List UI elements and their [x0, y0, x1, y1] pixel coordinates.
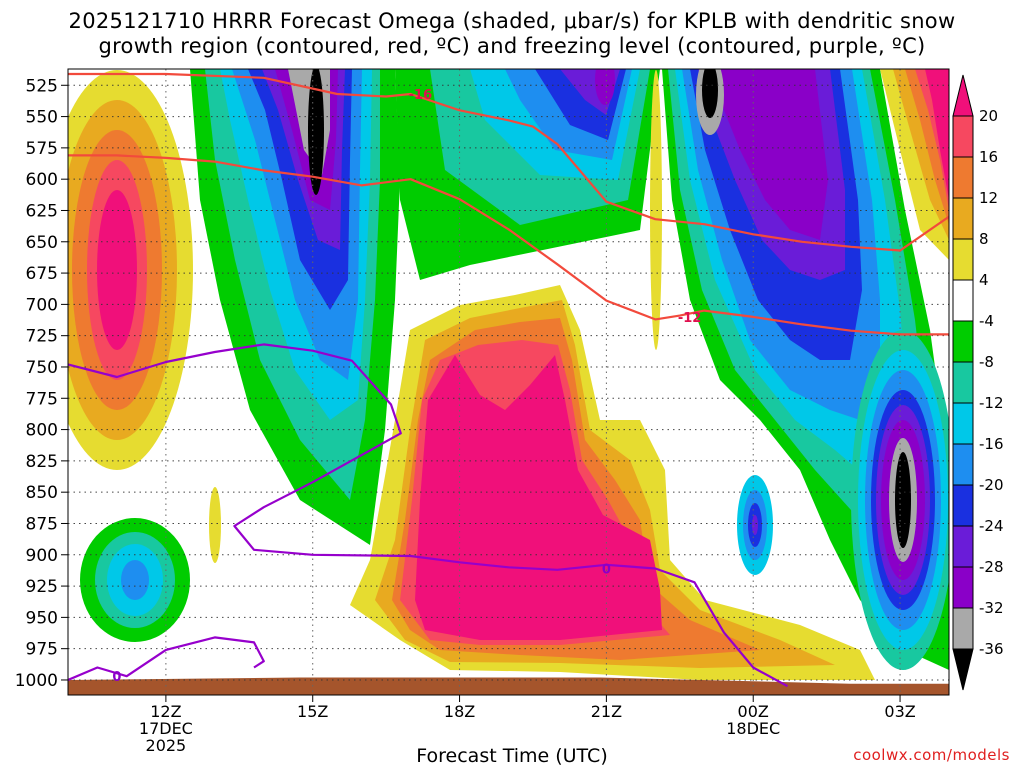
x-tick-label-18-0: 18Z: [444, 702, 475, 721]
y-tick-label-550: 550: [26, 108, 58, 128]
contour-label-1: -12: [678, 311, 702, 326]
colorbar-swatch-2: [952, 566, 974, 609]
x-tick-label-15-0: 15Z: [297, 702, 328, 721]
x-tick-label-24-1: 18DEC: [726, 719, 780, 738]
y-tick-label-750: 750: [26, 358, 58, 378]
y-tick-label-675: 675: [26, 264, 58, 284]
omega-core-right-7: [895, 452, 911, 548]
terrain: [68, 677, 949, 695]
x-axis-title: Forecast Time (UTC): [416, 745, 608, 767]
contour-label-2: 0: [602, 563, 611, 578]
chart-title-line-1: 2025121710 HRRR Forecast Omega (shaded, …: [68, 9, 956, 33]
x-tick-label-27-0: 03Z: [884, 702, 915, 721]
colorbar: 20 16 12 8 4 -4 -8 -12 -16 -20 -24 -28 -32 -36: [952, 74, 1004, 691]
y-tick-label-900: 900: [26, 546, 58, 566]
omega-region-left-4: [97, 190, 137, 350]
colorbar-label-6: -8: [979, 353, 994, 371]
y-tick-label-850: 850: [26, 483, 58, 503]
colorbar-label-13: -36: [979, 640, 1004, 658]
colorbar-swatch-6: [952, 402, 974, 445]
contour-line-2: [68, 343, 789, 688]
contour-line-3: [68, 636, 265, 682]
colorbar-label-8: -16: [979, 435, 1004, 453]
y-tick-label-575: 575: [26, 139, 58, 159]
contour-label-3: 0: [112, 670, 121, 685]
colorbar-swatch-5: [952, 443, 974, 486]
temperature-contours: -16 -12 0 0: [68, 72, 949, 688]
colorbar-label-7: -12: [979, 394, 1004, 412]
y-tick-label-775: 775: [26, 389, 58, 409]
omega-upright-magenta: [925, 69, 949, 200]
omega-streak-yellow: [650, 70, 662, 350]
x-tick-label-12-2: 2025: [146, 736, 187, 755]
x-tick-label-21-0: 21Z: [591, 702, 622, 721]
colorbar-label-12: -32: [979, 599, 1004, 617]
colorbar-label-0: 20: [979, 107, 998, 125]
y-tick-label-625: 625: [26, 201, 58, 221]
y-tick-label-950: 950: [26, 608, 58, 628]
colorbar-label-5: -4: [979, 312, 994, 330]
y-tick-label-700: 700: [26, 295, 58, 315]
contour-line-0: [68, 72, 949, 252]
y-tick-label-800: 800: [26, 421, 58, 441]
omega-right-black: [702, 69, 718, 118]
y-tick-label-975: 975: [26, 640, 58, 660]
colorbar-label-1: 16: [979, 148, 998, 166]
y-tick-label-875: 875: [26, 514, 58, 534]
chart-title-line-2: growth region (contoured, red, ºC) and f…: [98, 34, 926, 58]
contour-line-1: [68, 154, 949, 336]
colorbar-label-3: 8: [979, 230, 989, 248]
y-axis: 525 550 575 600 625 650 675 700 725 750 775 800 825 8…: [15, 76, 68, 691]
omega-shading: [68, 69, 949, 695]
colorbar-label-10: -24: [979, 517, 1004, 535]
colorbar-swatch-0: [952, 648, 974, 691]
colorbar-label-4: 4: [979, 271, 989, 289]
colorbar-swatch-4: [952, 484, 974, 527]
colorbar-label-9: -20: [979, 476, 1004, 494]
x-tick-label-12-0: 12Z: [150, 702, 181, 721]
plot-frame: [67, 68, 950, 696]
y-tick-label-925: 925: [26, 577, 58, 597]
omega-fan-purple: [595, 69, 615, 105]
colorbar-label-2: 12: [979, 189, 998, 207]
colorbar-swatch-9: [952, 279, 974, 322]
colorbar-label-11: -28: [979, 558, 1004, 576]
colorbar-swatch-13: [952, 115, 974, 158]
omega-region-sliver: [209, 487, 221, 563]
grid-lines: [68, 69, 949, 695]
omega-region-lowleft-3: [121, 560, 149, 600]
y-tick-label-825: 825: [26, 452, 58, 472]
y-tick-label-525: 525: [26, 76, 58, 96]
colorbar-swatch-3: [952, 525, 974, 568]
colorbar-swatch-10: [952, 238, 974, 281]
y-tick-label-600: 600: [26, 170, 58, 190]
y-tick-label-725: 725: [26, 327, 58, 347]
colorbar-swatch-1: [952, 607, 974, 650]
colorbar-swatch-8: [952, 320, 974, 363]
x-tick-label-24-0: 00Z: [738, 702, 769, 721]
colorbar-swatch-11: [952, 197, 974, 240]
omega-center-magenta: [415, 355, 662, 640]
y-tick-label-1000: 1000: [15, 671, 58, 691]
colorbar-swatch-7: [952, 361, 974, 404]
x-tick-label-12-1: 17DEC: [139, 719, 193, 738]
colorbar-swatch-14: [952, 74, 974, 117]
source-credit: coolwx.com/models: [853, 746, 1010, 764]
omega-plume-black: [308, 69, 324, 195]
colorbar-swatch-12: [952, 156, 974, 199]
contour-label-0: -16: [409, 88, 433, 103]
omega-right-purple: [706, 69, 828, 240]
y-tick-label-650: 650: [26, 233, 58, 253]
